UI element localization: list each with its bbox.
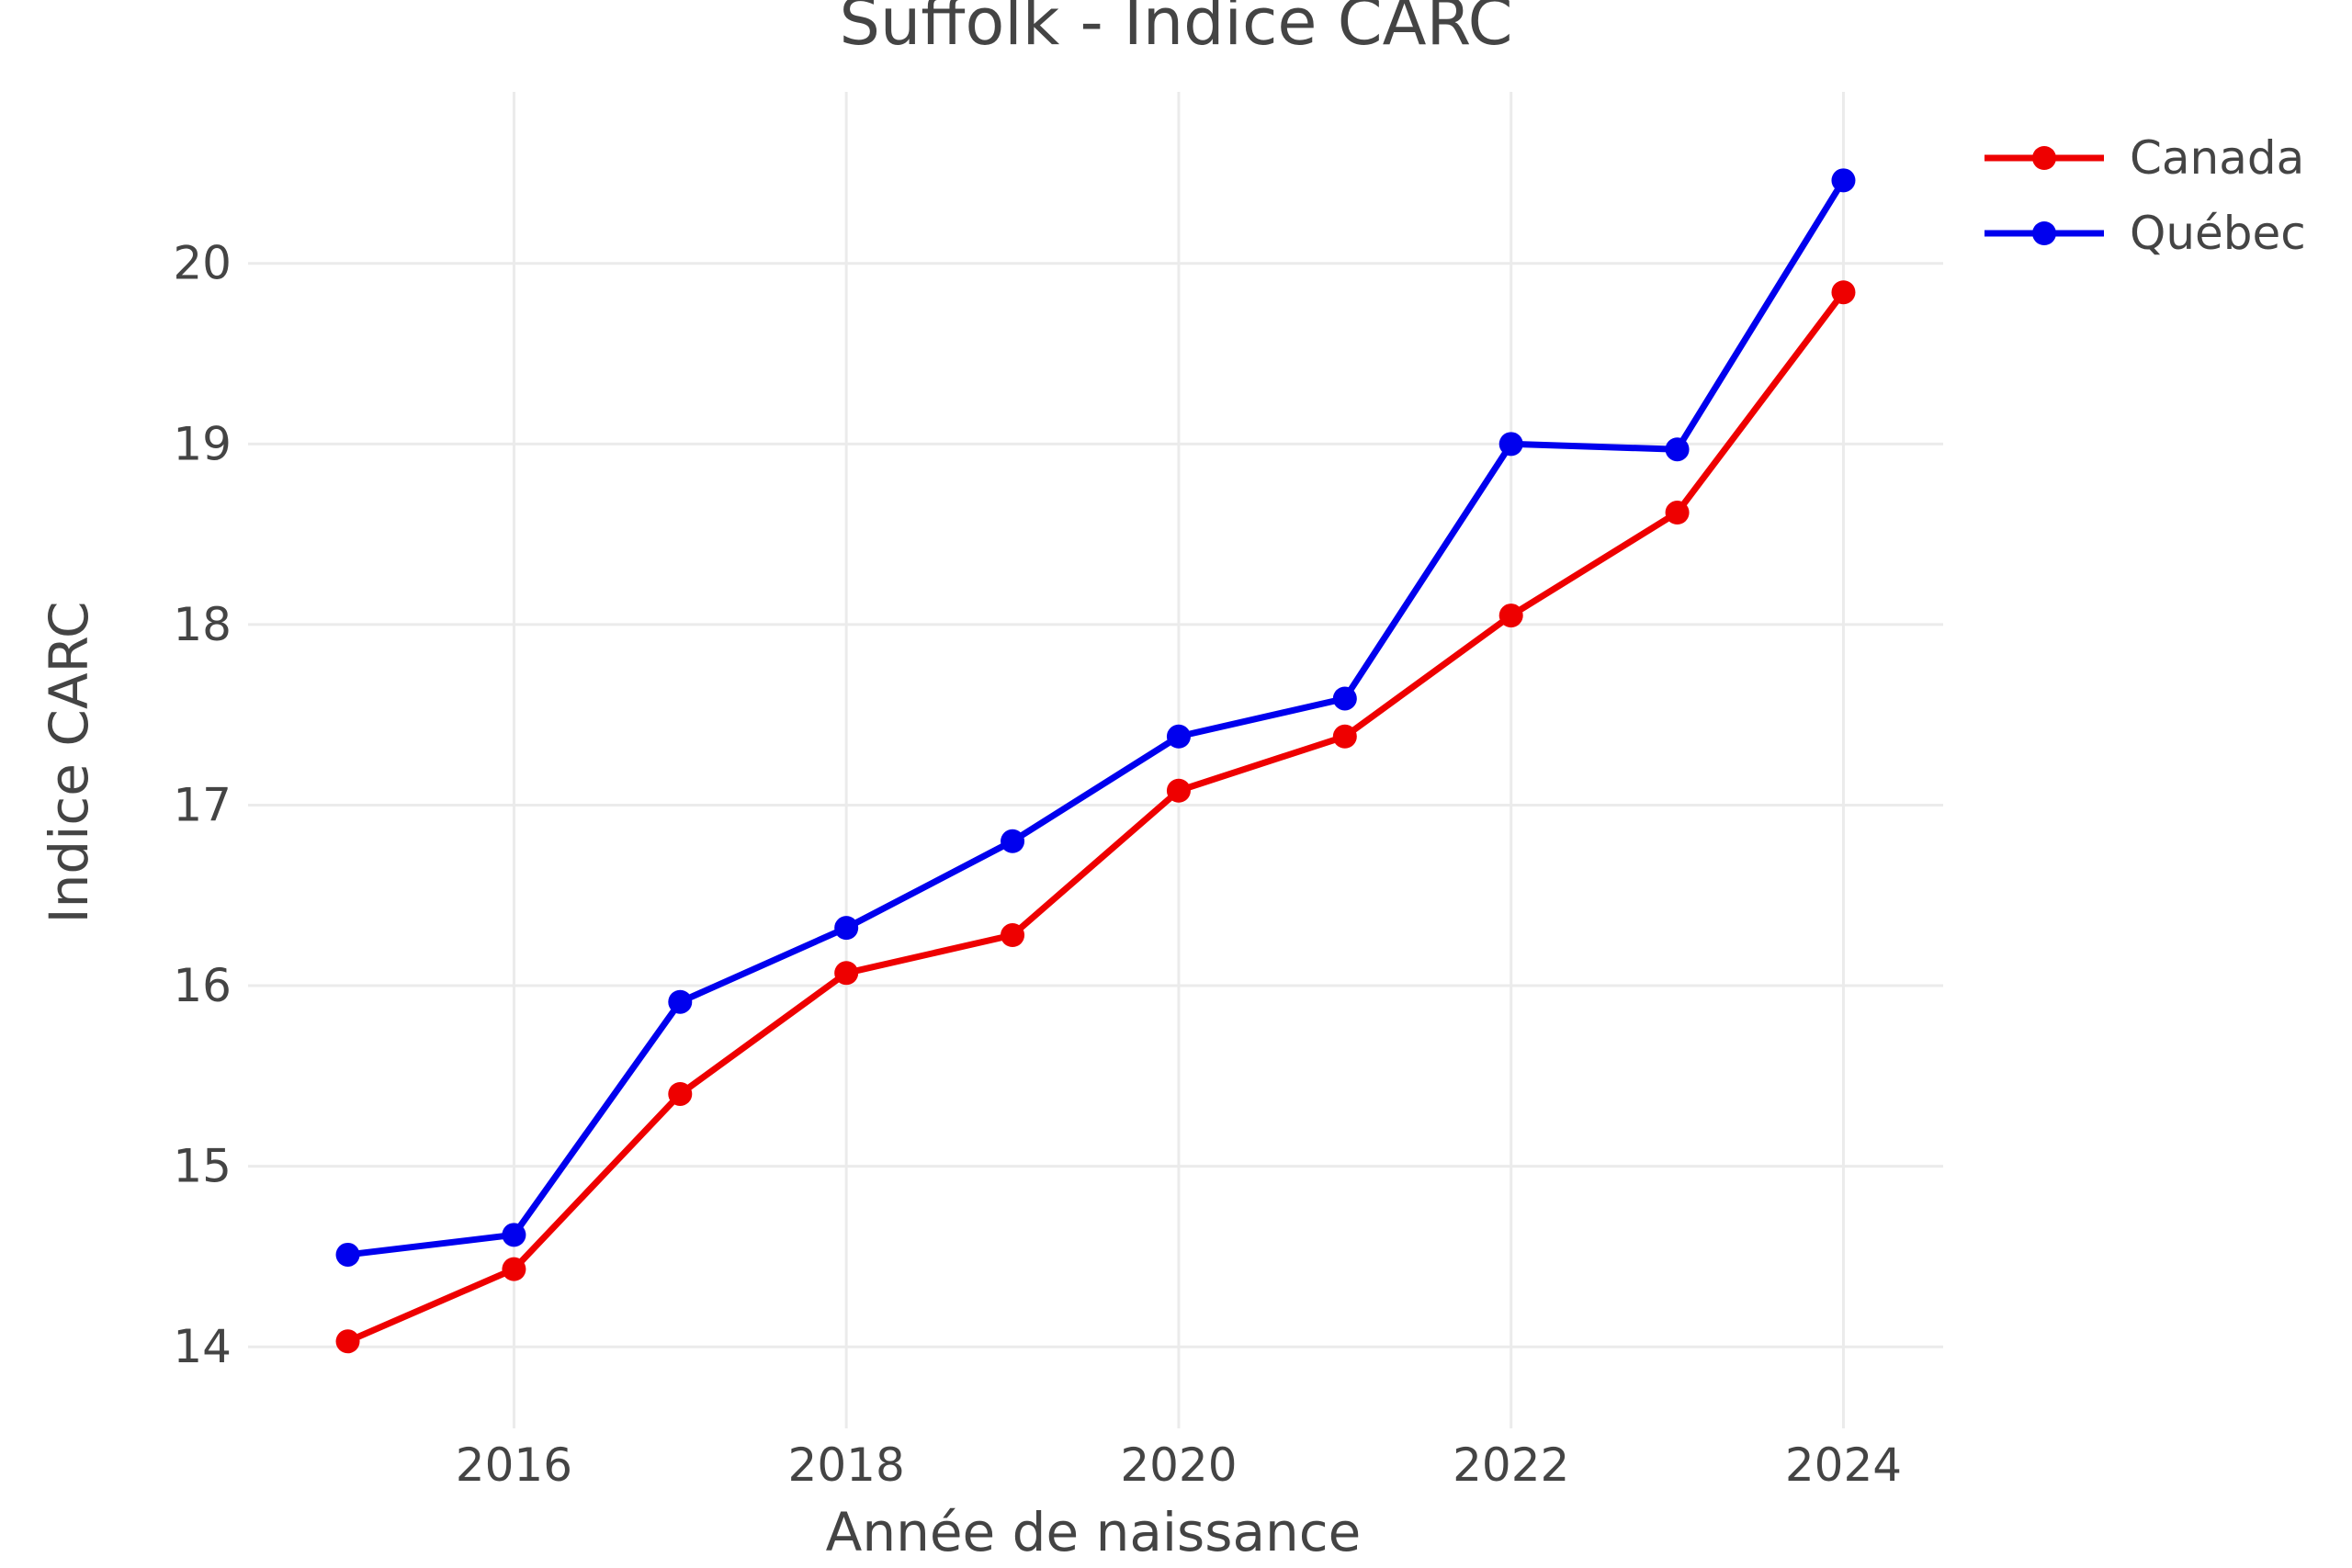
legend-item[interactable]: Québec	[1984, 207, 2306, 260]
series-line	[345, 176, 1847, 1258]
data-point[interactable]	[1498, 604, 1523, 628]
data-point[interactable]	[502, 1223, 526, 1247]
data-point[interactable]	[1166, 778, 1191, 803]
legend-marker	[2032, 221, 2056, 245]
chart-title: Suffolk - Indice CARC	[839, 0, 1512, 60]
series-layer	[335, 168, 1856, 1354]
data-point[interactable]	[834, 916, 859, 941]
data-point[interactable]	[1498, 432, 1523, 457]
x-axis-title: Année de naissance	[826, 1501, 1362, 1563]
series-canada	[335, 280, 1856, 1354]
tick-labels: 2016 2018 2020 2022 2024 14 15 16 17 18 19 20	[173, 237, 1902, 1492]
data-point[interactable]	[1332, 686, 1357, 711]
y-tick-label: 15	[173, 1140, 232, 1193]
grid-layer	[248, 92, 1943, 1428]
legend-label: Canada	[2130, 131, 2304, 185]
data-point[interactable]	[668, 989, 693, 1014]
data-point[interactable]	[335, 1329, 360, 1354]
series-line	[345, 288, 1847, 1345]
data-point[interactable]	[1831, 168, 1856, 193]
y-tick-label: 17	[173, 778, 232, 831]
data-point[interactable]	[1665, 437, 1690, 462]
x-tick-label: 2024	[1785, 1438, 1902, 1492]
data-point[interactable]	[1332, 724, 1357, 749]
data-point[interactable]	[335, 1242, 360, 1267]
y-tick-label: 14	[173, 1320, 232, 1373]
legend-marker	[2032, 146, 2056, 170]
y-tick-label: 18	[173, 598, 232, 651]
y-tick-label: 19	[173, 417, 232, 470]
series-quebec	[335, 168, 1856, 1267]
x-tick-label: 2018	[788, 1438, 905, 1492]
y-axis-title: Indice CARC	[38, 602, 100, 924]
x-tick-label: 2020	[1120, 1438, 1237, 1492]
data-point[interactable]	[1001, 923, 1025, 948]
data-point[interactable]	[1001, 829, 1025, 853]
data-point[interactable]	[668, 1081, 693, 1106]
y-tick-label: 16	[173, 959, 232, 1012]
data-point[interactable]	[834, 961, 859, 986]
data-point[interactable]	[1665, 501, 1690, 525]
legend-label: Québec	[2130, 207, 2306, 260]
y-tick-label: 20	[173, 237, 232, 290]
legend-item[interactable]: Canada	[1984, 131, 2304, 185]
legend[interactable]: Canada Québec	[1984, 131, 2306, 260]
data-point[interactable]	[502, 1257, 526, 1281]
x-tick-label: 2022	[1453, 1438, 1569, 1492]
data-point[interactable]	[1831, 280, 1856, 305]
data-point[interactable]	[1166, 724, 1191, 749]
x-tick-label: 2016	[456, 1438, 572, 1492]
